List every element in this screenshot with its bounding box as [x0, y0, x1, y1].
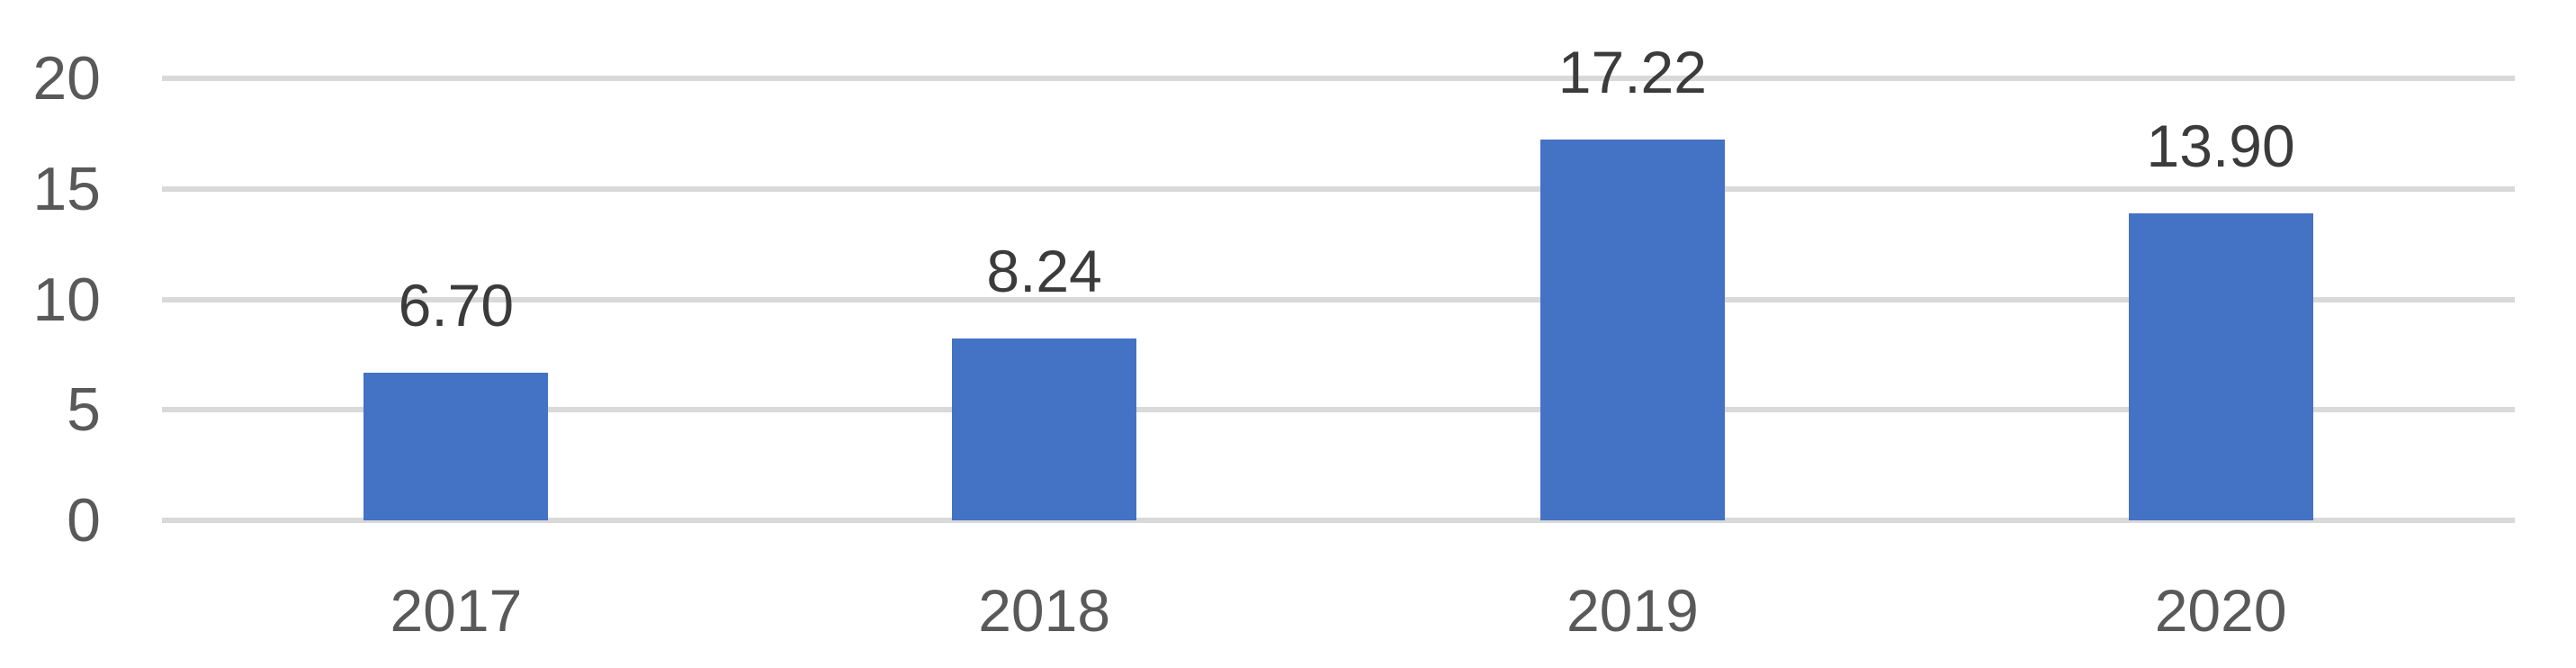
y-axis-tick-label: 0: [67, 486, 101, 555]
y-axis-tick-label: 10: [32, 265, 101, 334]
bar-2019: [1539, 140, 1725, 520]
bar-2017: [364, 372, 549, 520]
gridline: [162, 407, 2515, 413]
bar-value-label: 8.24: [986, 237, 1102, 304]
gridline: [162, 518, 2515, 523]
gridline: [162, 185, 2515, 192]
x-axis-category-label: 2018: [978, 577, 1111, 644]
bar-value-label: 13.90: [2146, 112, 2295, 179]
bar-2018: [952, 338, 1137, 520]
gridline: [162, 76, 2515, 81]
y-axis-tick-label: 5: [67, 375, 101, 445]
x-axis-category-label: 2020: [2154, 577, 2287, 644]
gridline: [162, 296, 2515, 302]
y-axis-tick-label: 20: [32, 44, 101, 113]
bar-value-label: 17.22: [1557, 39, 1707, 106]
bar-2020: [2128, 212, 2313, 520]
x-axis-category-label: 2017: [390, 577, 523, 644]
x-axis-category-label: 2019: [1566, 577, 1699, 644]
y-axis-tick-label: 15: [32, 154, 101, 223]
bar-value-label: 6.70: [398, 271, 515, 339]
